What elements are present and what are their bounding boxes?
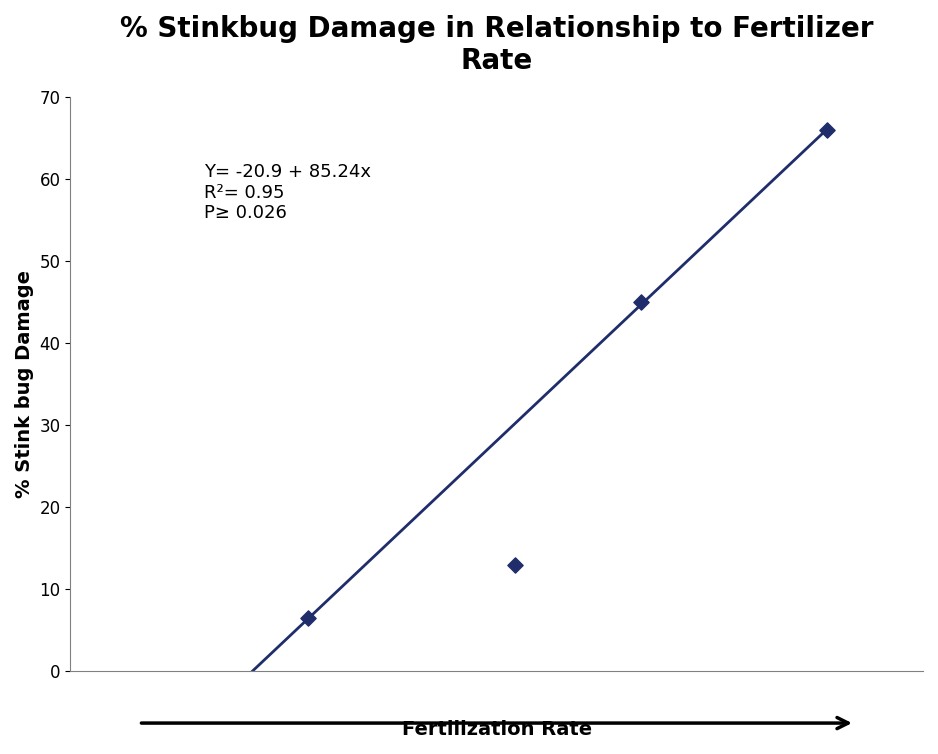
Point bbox=[300, 612, 315, 624]
Text: Y= -20.9 + 85.24x
R²= 0.95
P≥ 0.026: Y= -20.9 + 85.24x R²= 0.95 P≥ 0.026 bbox=[204, 163, 371, 222]
Point bbox=[507, 559, 522, 571]
Point bbox=[819, 124, 834, 136]
Title: % Stinkbug Damage in Relationship to Fertilizer
Rate: % Stinkbug Damage in Relationship to Fer… bbox=[120, 15, 873, 75]
Point bbox=[634, 296, 649, 308]
X-axis label: Fertilization Rate: Fertilization Rate bbox=[401, 720, 592, 739]
Y-axis label: % Stink bug Damage: % Stink bug Damage bbox=[15, 270, 34, 498]
